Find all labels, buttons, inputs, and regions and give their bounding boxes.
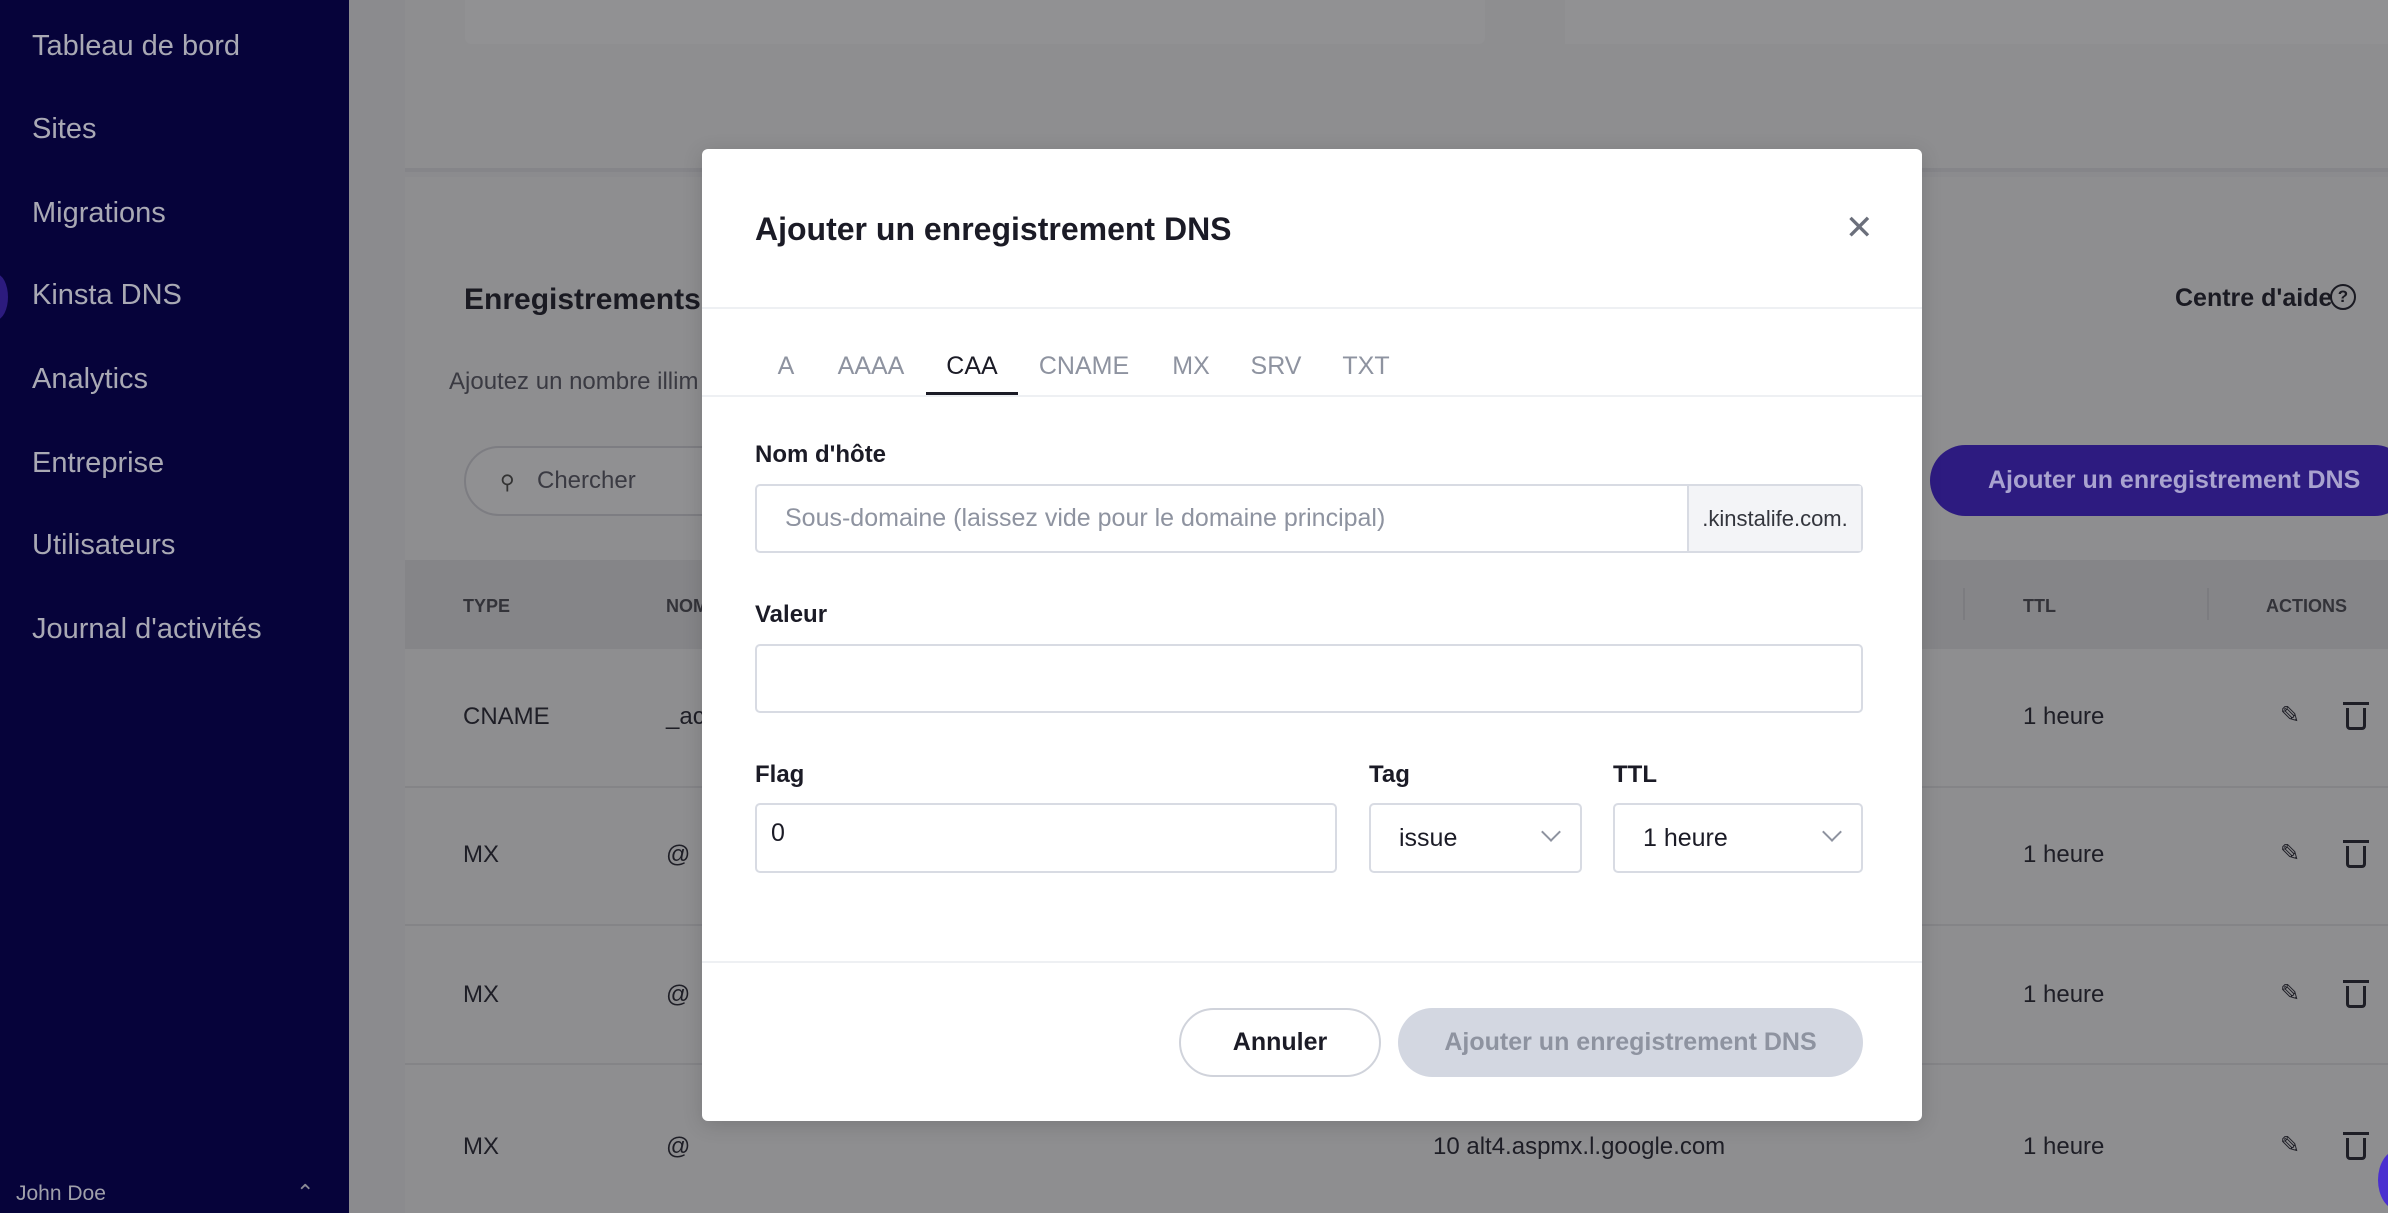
edit-icon[interactable]: ✎	[2280, 702, 2301, 729]
user-name[interactable]: John Doe	[16, 1182, 106, 1205]
chat-launcher[interactable]	[2378, 1150, 2388, 1210]
chevron-up-icon[interactable]: ⌃	[296, 1180, 315, 1205]
col-type[interactable]: TYPE	[463, 596, 511, 616]
add-dns-modal: Ajouter un enregistrement DNS ✕ A AAAA C…	[702, 149, 1922, 1121]
tab-caa[interactable]: CAA	[946, 352, 998, 380]
tag-value: issue	[1399, 823, 1458, 852]
sidebar-item-migrations[interactable]: Migrations	[32, 197, 166, 229]
cell-name: _ac	[666, 703, 705, 730]
sidebar-item-journal[interactable]: Journal d'activités	[32, 613, 262, 645]
trash-icon[interactable]	[2343, 980, 2369, 1008]
col-name[interactable]: NOM	[666, 596, 708, 616]
sidebar: Tableau de bord Sites Migrations Kinsta …	[0, 0, 349, 1213]
cell-type: CNAME	[463, 703, 550, 730]
tab-mx[interactable]: MX	[1172, 352, 1210, 380]
records-title: Enregistrements	[464, 283, 701, 316]
submit-dns-record-button[interactable]: Ajouter un enregistrement DNS	[1398, 1008, 1863, 1077]
question-icon[interactable]: ?	[2330, 284, 2356, 310]
flag-value: 0	[771, 819, 785, 847]
edit-icon[interactable]: ✎	[2280, 840, 2301, 867]
col-actions: ACTIONS	[2266, 596, 2347, 616]
sidebar-item-utilisateurs[interactable]: Utilisateurs	[32, 529, 176, 561]
value-input[interactable]	[755, 644, 1863, 713]
cell-name: @	[666, 1133, 691, 1160]
col-ttl[interactable]: TTL	[2023, 596, 2056, 616]
sidebar-item-sites[interactable]: Sites	[32, 113, 97, 145]
divider	[2207, 588, 2209, 620]
flag-label: Flag	[755, 761, 805, 788]
trash-icon[interactable]	[2343, 840, 2369, 868]
cell-name: @	[666, 981, 691, 1008]
divider	[1963, 588, 1965, 620]
cell-ttl: 1 heure	[2023, 841, 2105, 868]
ttl-label: TTL	[1613, 761, 1657, 788]
sidebar-item-entreprise[interactable]: Entreprise	[32, 447, 165, 479]
ttl-select[interactable]: 1 heure	[1613, 803, 1863, 873]
tag-label: Tag	[1369, 761, 1410, 788]
divider	[702, 395, 1922, 397]
search-icon: ⚲	[500, 472, 515, 494]
chevron-down-icon	[1822, 822, 1842, 842]
cell-ttl: 1 heure	[2023, 981, 2105, 1008]
sidebar-item-analytics[interactable]: Analytics	[32, 363, 149, 395]
cell-type: MX	[463, 981, 499, 1008]
tab-cname[interactable]: CNAME	[1038, 352, 1130, 380]
edit-icon[interactable]: ✎	[2280, 980, 2301, 1007]
chevron-down-icon	[1541, 822, 1561, 842]
cell-type: MX	[463, 1133, 499, 1160]
cell-type: MX	[463, 841, 499, 868]
tag-select[interactable]: issue	[1369, 803, 1582, 873]
hostname-placeholder: Sous-domaine (laissez vide pour le domai…	[785, 504, 1386, 532]
cancel-button[interactable]: Annuler	[1179, 1008, 1381, 1077]
edit-icon[interactable]: ✎	[2280, 1132, 2301, 1159]
ttl-value: 1 heure	[1643, 823, 1728, 852]
records-description: Ajoutez un nombre illim	[449, 368, 699, 395]
flag-input[interactable]: 0	[755, 803, 1337, 873]
trash-icon[interactable]	[2343, 1132, 2369, 1160]
hostname-label: Nom d'hôte	[755, 441, 887, 468]
hostname-suffix: .kinstalife.com.	[1687, 486, 1861, 551]
tab-aaaa[interactable]: AAAA	[837, 352, 905, 380]
cell-ttl: 1 heure	[2023, 703, 2105, 730]
tab-srv[interactable]: SRV	[1250, 352, 1302, 380]
hostname-input[interactable]: Sous-domaine (laissez vide pour le domai…	[755, 484, 1863, 553]
modal-title: Ajouter un enregistrement DNS	[755, 211, 1232, 247]
divider	[702, 961, 1922, 963]
active-tab-indicator	[926, 392, 1018, 395]
divider	[702, 307, 1922, 309]
tab-a[interactable]: A	[777, 352, 795, 380]
top-card	[405, 0, 2388, 172]
help-center-link[interactable]: Centre d'aide	[2175, 284, 2333, 312]
trash-icon[interactable]	[2343, 702, 2369, 730]
active-indicator	[0, 274, 8, 320]
add-dns-record-button[interactable]: Ajouter un enregistrement DNS	[1930, 445, 2388, 516]
sidebar-item-dashboard[interactable]: Tableau de bord	[32, 30, 240, 62]
sidebar-item-kinsta-dns[interactable]: Kinsta DNS	[32, 279, 182, 311]
cell-value: 10 alt4.aspmx.l.google.com	[1433, 1133, 1726, 1160]
value-label: Valeur	[755, 601, 828, 628]
close-icon[interactable]: ✕	[1845, 209, 1874, 247]
search-placeholder: Chercher	[537, 467, 636, 494]
tab-txt[interactable]: TXT	[1342, 352, 1390, 380]
cell-name: @	[666, 841, 691, 868]
cell-ttl: 1 heure	[2023, 1133, 2105, 1160]
